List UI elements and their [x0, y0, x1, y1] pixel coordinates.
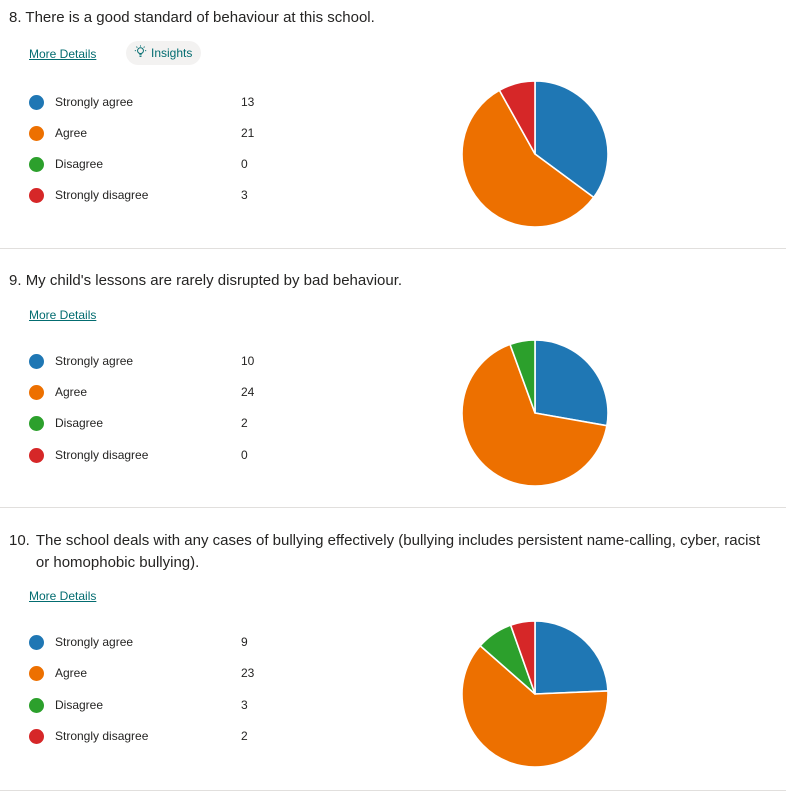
- legend-label: Disagree: [55, 416, 104, 430]
- legend-item-strongly-agree: Strongly agree 9: [29, 632, 248, 652]
- legend-dot: [29, 125, 44, 141]
- legend-dot: [29, 728, 44, 744]
- lightbulb-icon: [134, 45, 147, 61]
- legend-count: 10: [241, 354, 255, 368]
- legend-dot: [29, 156, 44, 172]
- question-title: 10. The school deals with any cases of b…: [9, 530, 769, 574]
- question-text: My child's lessons are rarely disrupted …: [25, 272, 403, 289]
- legend-item-strongly-disagree: Strongly disagree 2: [29, 726, 248, 746]
- question-number: 9.: [9, 272, 22, 289]
- legend-label: Agree: [55, 385, 88, 399]
- legend-label: Agree: [55, 126, 88, 140]
- legend-count: 3: [241, 188, 248, 202]
- slice-strongly-agree[interactable]: [534, 339, 609, 427]
- legend-item-strongly-agree: Strongly agree 10: [29, 351, 254, 371]
- slice-strongly-agree[interactable]: [534, 620, 609, 695]
- legend-dot: [29, 447, 44, 463]
- legend-label: Strongly disagree: [55, 188, 149, 202]
- legend-item-agree: Agree 24: [29, 382, 254, 402]
- legend-count: 21: [241, 126, 255, 140]
- question-title: 8. There is a good standard of behaviour…: [9, 7, 375, 29]
- legend-item-disagree: Disagree 0: [29, 154, 248, 174]
- legend-count: 23: [241, 666, 255, 680]
- legend-count: 3: [241, 698, 248, 712]
- more-details-link[interactable]: More Details: [29, 308, 97, 322]
- legend-label: Strongly agree: [55, 635, 134, 649]
- legend-label: Strongly disagree: [55, 729, 149, 743]
- question-number: 10.: [9, 532, 30, 549]
- legend-label: Disagree: [55, 157, 104, 171]
- legend-dot: [29, 415, 44, 431]
- more-details-link[interactable]: More Details: [29, 47, 97, 61]
- legend-count: 13: [241, 95, 255, 109]
- legend-dot: [29, 634, 44, 650]
- question-text: There is a good standard of behaviour at…: [25, 9, 375, 26]
- insights-button[interactable]: Insights: [126, 41, 202, 65]
- legend-label: Disagree: [55, 698, 104, 712]
- question-text: The school deals with any cases of bully…: [35, 532, 761, 571]
- divider: [0, 507, 786, 508]
- pie-chart: [461, 339, 609, 487]
- slice-agree[interactable]: [461, 644, 609, 768]
- more-details-link[interactable]: More Details: [29, 589, 97, 603]
- legend-count: 2: [241, 416, 248, 430]
- legend-dot: [29, 384, 44, 400]
- slice-strongly-disagree[interactable]: [498, 80, 536, 155]
- question-title: 9. My child's lessons are rarely disrupt…: [9, 270, 402, 292]
- legend-item-disagree: Disagree 2: [29, 413, 248, 433]
- legend-label: Strongly agree: [55, 354, 134, 368]
- slice-strongly-disagree[interactable]: [509, 620, 536, 695]
- legend-label: Strongly disagree: [55, 448, 149, 462]
- legend-dot: [29, 665, 44, 681]
- legend-dot: [29, 187, 44, 203]
- legend-count: 0: [241, 448, 248, 462]
- legend-item-disagree: Disagree 3: [29, 695, 248, 715]
- slice-agree[interactable]: [461, 89, 595, 228]
- pie-chart: [461, 620, 609, 768]
- slice-strongly-agree[interactable]: [534, 80, 609, 199]
- legend-item-strongly-disagree: Strongly disagree 3: [29, 185, 248, 205]
- legend-dot: [29, 697, 44, 713]
- legend-label: Agree: [55, 666, 88, 680]
- legend-item-agree: Agree 21: [29, 123, 254, 143]
- legend-item-strongly-agree: Strongly agree 13: [29, 92, 254, 112]
- legend-count: 0: [241, 157, 248, 171]
- legend-dot: [29, 353, 44, 369]
- legend-count: 9: [241, 635, 248, 649]
- legend-item-strongly-disagree: Strongly disagree 0: [29, 445, 248, 465]
- legend-dot: [29, 94, 44, 110]
- slice-agree[interactable]: [461, 343, 608, 487]
- divider: [0, 790, 786, 791]
- question-number: 8.: [9, 9, 22, 26]
- legend-item-agree: Agree 23: [29, 663, 254, 683]
- legend-label: Strongly agree: [55, 95, 134, 109]
- legend-count: 2: [241, 729, 248, 743]
- legend-count: 24: [241, 385, 255, 399]
- insights-label: Insights: [151, 46, 193, 60]
- slice-disagree[interactable]: [509, 339, 536, 414]
- pie-chart: [461, 80, 609, 228]
- divider: [0, 248, 786, 249]
